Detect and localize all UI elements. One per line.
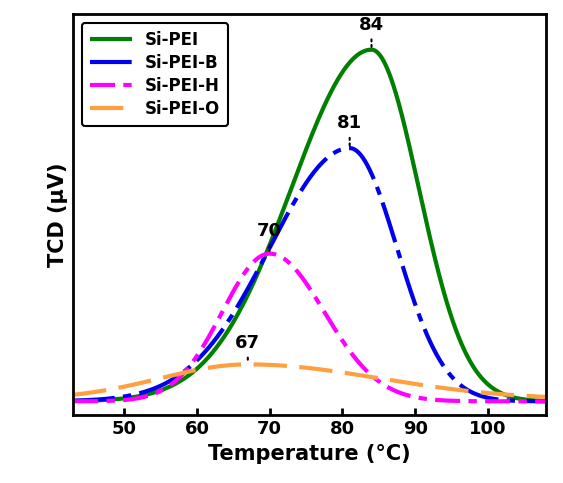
Si-PEI-B xyxy=(251,273,258,279)
Line: Si-PEI-H: Si-PEI-H xyxy=(73,254,546,401)
Si-PEI-B xyxy=(70,398,77,404)
Line: Si-PEI-B: Si-PEI-B xyxy=(73,148,546,401)
Si-PEI xyxy=(368,47,375,53)
Si-PEI xyxy=(482,380,489,385)
Si-PEI-H xyxy=(482,398,489,404)
Text: 67: 67 xyxy=(235,334,260,362)
Si-PEI xyxy=(152,389,159,395)
Si-PEI-B xyxy=(534,398,540,404)
Legend: Si-PEI, Si-PEI-B, Si-PEI-H, Si-PEI-O: Si-PEI, Si-PEI-B, Si-PEI-H, Si-PEI-O xyxy=(82,23,229,127)
Si-PEI-B xyxy=(543,398,549,404)
Line: Si-PEI-O: Si-PEI-O xyxy=(73,364,546,397)
Text: 70: 70 xyxy=(257,222,282,251)
Si-PEI-O xyxy=(534,394,540,399)
Si-PEI-O xyxy=(70,392,77,398)
Si-PEI-O xyxy=(251,362,258,368)
Si-PEI-H xyxy=(251,258,258,264)
Si-PEI-H xyxy=(152,391,159,397)
Line: Si-PEI: Si-PEI xyxy=(73,50,546,401)
Si-PEI-H xyxy=(266,251,273,256)
Si-PEI-B xyxy=(124,393,131,399)
Si-PEI-H xyxy=(272,252,279,257)
Si-PEI-H xyxy=(70,398,77,404)
Si-PEI-H xyxy=(124,397,131,403)
Si-PEI-B xyxy=(346,145,353,151)
Si-PEI-O xyxy=(152,377,159,383)
Si-PEI-O xyxy=(124,383,131,389)
Text: 81: 81 xyxy=(337,114,362,145)
Text: 84: 84 xyxy=(359,16,384,47)
Si-PEI-O xyxy=(482,390,489,396)
Si-PEI-H xyxy=(534,398,540,404)
Si-PEI-B xyxy=(152,385,159,391)
Si-PEI xyxy=(124,395,131,401)
Si-PEI-B xyxy=(482,395,489,400)
Si-PEI-B xyxy=(272,234,279,240)
Si-PEI-O xyxy=(272,362,279,368)
Si-PEI-H xyxy=(543,398,549,404)
X-axis label: Temperature (°C): Temperature (°C) xyxy=(208,444,411,464)
Si-PEI xyxy=(534,398,540,403)
Si-PEI xyxy=(251,278,258,284)
Si-PEI-O xyxy=(543,394,549,400)
Si-PEI xyxy=(272,228,279,234)
Si-PEI-O xyxy=(244,361,251,367)
Si-PEI xyxy=(70,398,77,404)
Si-PEI xyxy=(543,398,549,404)
Y-axis label: TCD (μV): TCD (μV) xyxy=(48,163,68,267)
